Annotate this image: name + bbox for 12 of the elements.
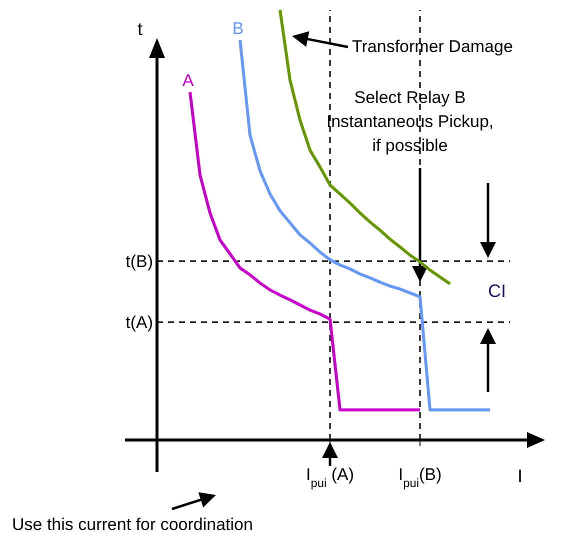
series-label: A bbox=[182, 71, 194, 90]
x-axis-title: I bbox=[517, 466, 523, 486]
annotation: CI bbox=[488, 281, 506, 301]
series-label: B bbox=[232, 19, 244, 38]
y-axis-title: t bbox=[137, 19, 143, 39]
annotation: Select Relay B Instantaneous Pickup, if possible bbox=[326, 88, 494, 155]
annotation: Transformer Damage bbox=[352, 37, 513, 56]
text: Use this current for coordination bbox=[12, 515, 253, 534]
x-tick-label: I$_{pui}$ (A) bbox=[306, 465, 354, 490]
x-tick-label: I$_{pui}$(B) bbox=[398, 465, 442, 490]
ref-line-label: t(B) bbox=[126, 252, 153, 272]
ref-line-label: t(A) bbox=[126, 313, 153, 332]
